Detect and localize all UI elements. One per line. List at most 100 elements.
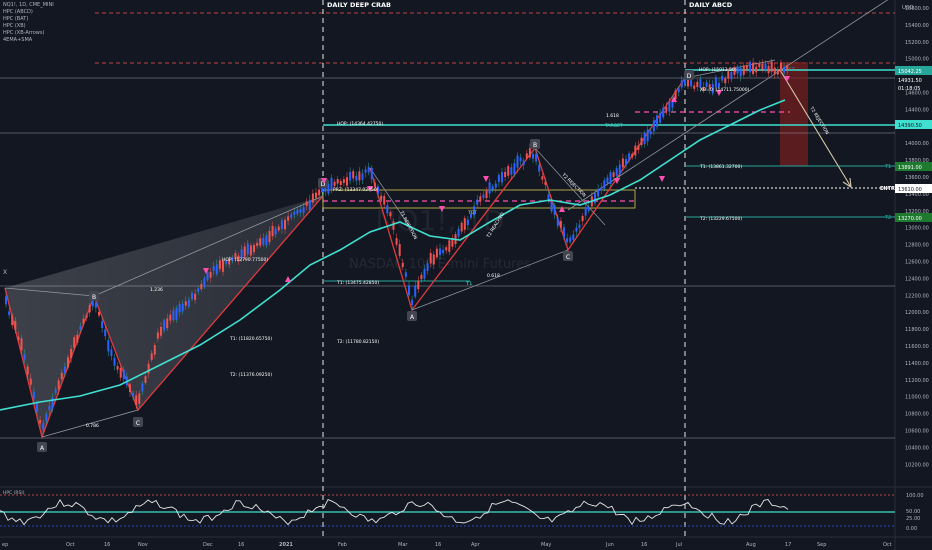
signal-triangle — [716, 90, 722, 96]
candle-body — [749, 62, 751, 73]
abcd-c-marker — [563, 251, 573, 261]
legend-indicator[interactable]: HPC (XB) — [3, 23, 26, 29]
crab-xb-line — [4, 287, 95, 297]
candle-body — [755, 66, 758, 73]
candle-body — [352, 171, 355, 179]
countdown-text: 01:18:05 — [898, 86, 920, 92]
price-tick-label: 15600.00 — [905, 6, 929, 12]
candle-body — [321, 187, 324, 193]
projection-arrow-line — [779, 69, 852, 188]
candle-body — [470, 213, 472, 218]
candle-body — [290, 214, 293, 218]
candle-body — [780, 62, 782, 72]
crab-c-ratio: 0.786 — [86, 423, 99, 429]
candle-body — [442, 249, 445, 254]
candle-body — [222, 260, 224, 272]
rsi-line — [0, 499, 789, 526]
candle-body — [280, 220, 283, 229]
abcd-bc-extension — [534, 147, 606, 226]
candle-body — [727, 71, 730, 79]
time-tick-label: Sep — [817, 542, 826, 548]
candle-body — [625, 159, 627, 165]
main-pane[interactable] — [0, 0, 895, 485]
candle-body — [621, 158, 624, 168]
candle-body — [575, 227, 578, 232]
crab-b-ratio: 1.236 — [150, 287, 163, 293]
candle-body — [711, 83, 714, 94]
time-tick-label: 17 — [785, 542, 791, 548]
time-axis[interactable]: ep Oct 16 Nov Dec 16 2021 Feb Mar 16 Apr May Jun 16 Ju… — [2, 542, 892, 548]
abcd-ac-line — [411, 249, 569, 311]
candle-body — [305, 201, 308, 206]
legend-indicator[interactable]: 4EMA+SMA — [3, 37, 33, 43]
candle-body — [767, 65, 770, 74]
candle-body — [612, 172, 615, 177]
price-tick-label: 11200.00 — [905, 378, 929, 384]
candle-body — [265, 235, 268, 246]
legend-indicator[interactable]: HPC (ABCD) — [3, 9, 33, 15]
candle-body — [426, 263, 429, 271]
t1-tag: T1 — [884, 164, 891, 170]
candle-body — [194, 293, 197, 300]
candle-body — [525, 153, 528, 159]
t2-price-badge — [895, 213, 932, 222]
candle-body — [339, 181, 342, 186]
candle-body — [184, 301, 187, 306]
rsi-pane[interactable]: HPC (RSI) — [0, 490, 895, 527]
price-axis[interactable]: 15600.0015400.0015200.0015000.0014800.00… — [905, 6, 929, 468]
candle-body — [122, 369, 125, 380]
legend-indicator[interactable]: HPC (XB-Arrows) — [3, 30, 45, 36]
candle-body — [668, 101, 671, 112]
candle-body — [451, 238, 454, 247]
candle-body — [119, 367, 122, 378]
candle-body — [550, 201, 553, 212]
candle-body — [36, 402, 38, 412]
candle-body — [559, 220, 562, 228]
candle-body — [215, 264, 218, 275]
legend-indicator[interactable]: HPC (BAT) — [3, 16, 29, 22]
rsi-tick-label: 100.00 — [906, 493, 924, 499]
crab-pattern-fill — [5, 196, 323, 437]
candle-body — [776, 69, 779, 75]
candle-body — [5, 296, 7, 305]
chart-legend[interactable]: NQ1!, 1D, CME_MINI HPC (ABCD) HPC (BAT) … — [3, 2, 54, 44]
rsi-tick-label: 50.00 — [906, 509, 920, 515]
candle-body — [680, 80, 683, 88]
candle-body — [129, 384, 131, 393]
signal-triangle — [439, 206, 445, 212]
candle-body — [237, 255, 240, 262]
candle-body — [761, 63, 764, 70]
candle-body — [783, 66, 786, 73]
candle-body — [386, 205, 389, 214]
candle-body — [569, 237, 572, 242]
candle-body — [714, 77, 717, 88]
candle-body — [656, 115, 658, 127]
candle-body — [752, 62, 755, 75]
candle-body — [76, 334, 79, 343]
legend-symbol[interactable]: NQ1!, 1D, CME_MINI — [3, 2, 54, 8]
candle-body — [249, 245, 252, 256]
abcd-t1-label: T1: (13475.42850) — [336, 280, 379, 286]
candle-body — [649, 131, 652, 135]
candle-body — [587, 206, 590, 211]
price-tick-label: 12000.00 — [905, 310, 929, 316]
candle-body — [420, 274, 423, 280]
candle-body — [98, 311, 100, 316]
candle-body — [696, 81, 699, 88]
candle-body — [733, 67, 736, 75]
entry-price-badge — [895, 184, 932, 193]
candle-body — [268, 230, 271, 243]
candle-body — [435, 248, 438, 258]
time-tick-label: Jun — [605, 542, 614, 548]
currency-label: USD — [902, 5, 914, 11]
candle-body — [541, 176, 544, 180]
candle-body — [553, 205, 556, 215]
candle-body — [581, 215, 584, 222]
abcd-a-marker — [407, 311, 417, 321]
candle-body — [705, 82, 708, 87]
candle-body — [256, 242, 259, 246]
candle-body — [702, 86, 705, 91]
candle-body — [327, 183, 330, 194]
